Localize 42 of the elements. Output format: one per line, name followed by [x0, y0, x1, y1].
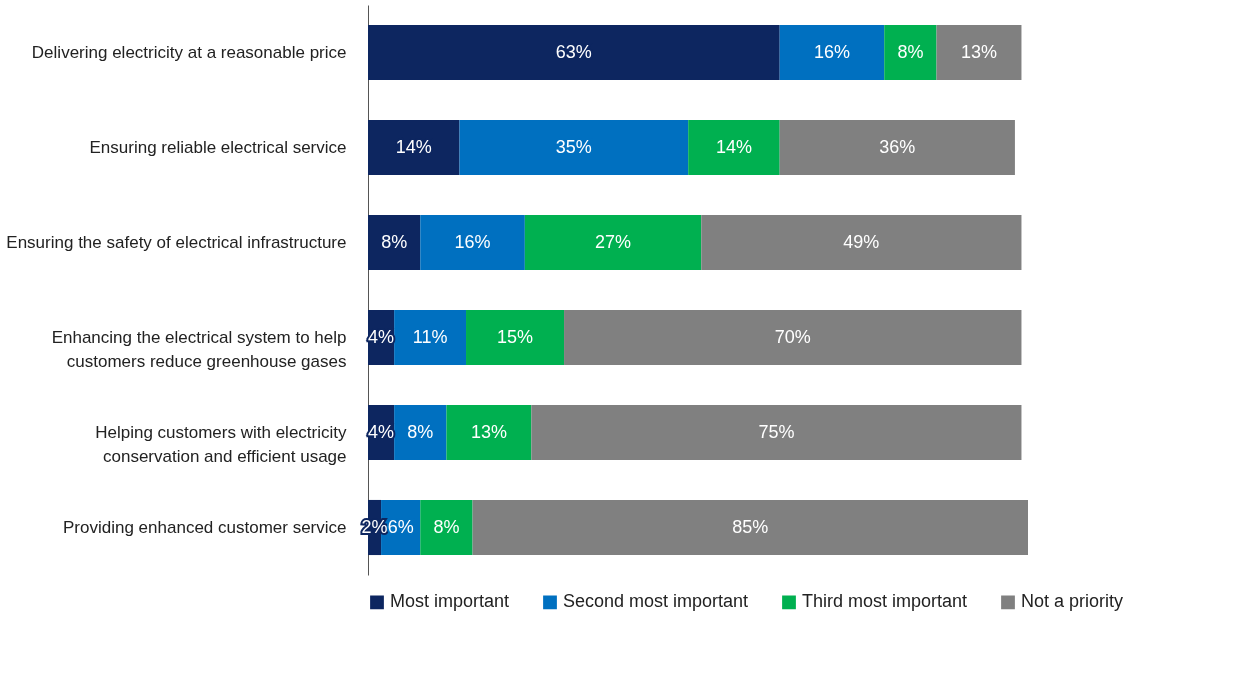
bar: [420, 214, 525, 271]
data-label: 16%: [454, 231, 491, 252]
y-tick-label: Delivering electricity at a reasonable price: [31, 42, 347, 62]
data-label: 63%: [555, 41, 592, 62]
data-label: 4%: [368, 421, 395, 442]
data-label: 8%: [433, 516, 460, 537]
bar: [531, 404, 1022, 461]
data-label: 13%: [470, 421, 507, 442]
legend-label: Most important: [390, 591, 510, 612]
data-label: 14%: [395, 136, 432, 157]
data-label: 13%: [960, 41, 998, 62]
data-label: 4%: [368, 326, 395, 347]
data-label: 85%: [732, 516, 769, 537]
data-label: 8%: [897, 41, 924, 62]
bar: [472, 499, 1028, 556]
data-label: 8%: [381, 231, 408, 252]
bar: [701, 214, 1022, 271]
data-label: 6%: [387, 516, 414, 537]
data-label: 16%: [813, 41, 850, 62]
bar: [779, 119, 1015, 176]
bar: [368, 24, 780, 81]
y-tick-label: Ensuring reliable electrical service: [89, 137, 347, 157]
data-label: 70%: [774, 326, 811, 347]
data-label: 36%: [879, 136, 916, 157]
y-tick-label: Helping customers with electricity conservation and efficient usage: [95, 422, 347, 466]
data-label: 27%: [595, 231, 632, 252]
data-label: 75%: [758, 421, 795, 442]
data-label: 8%: [407, 421, 434, 442]
data-label: 14%: [715, 136, 752, 157]
bar: [524, 214, 702, 271]
y-tick-label: Ensuring the safety of electrical infrastructure: [6, 232, 347, 252]
bar: [564, 309, 1022, 366]
data-label: 11%: [412, 326, 448, 347]
legend-label: Third most important: [802, 591, 968, 612]
bar: [459, 119, 689, 176]
y-tick-label: Enhancing the electrical system to help customers reduce greenhouse gases: [51, 327, 347, 371]
legend-label: Second most important: [563, 591, 749, 612]
legend-label: Not a priority: [1021, 591, 1124, 612]
data-label: 35%: [555, 136, 592, 157]
data-label: 15%: [497, 326, 534, 347]
y-tick-label: Providing enhanced customer service: [63, 517, 347, 537]
data-label: 49%: [843, 231, 880, 252]
